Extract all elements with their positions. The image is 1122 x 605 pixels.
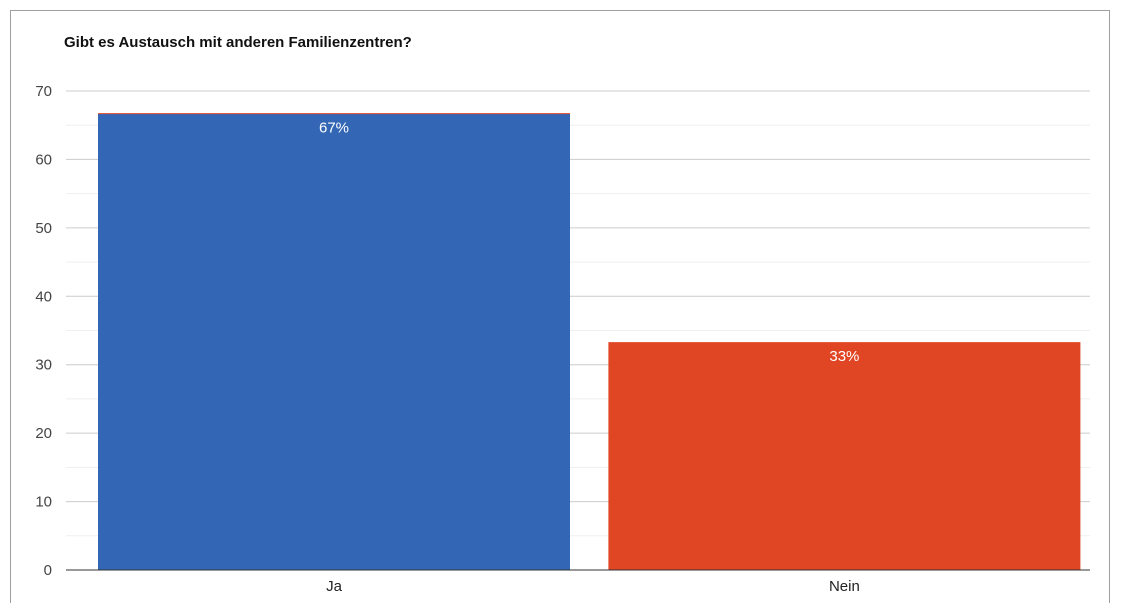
x-category-label: Ja bbox=[326, 578, 343, 595]
y-tick-label: 70 bbox=[35, 83, 52, 100]
x-axis-categories: Ja Nein bbox=[326, 578, 860, 595]
y-tick-label: 60 bbox=[35, 151, 52, 168]
y-tick-label: 10 bbox=[35, 494, 52, 511]
data-labels: 67% 33% bbox=[319, 120, 859, 366]
y-tick-label: 50 bbox=[35, 220, 52, 237]
bars bbox=[98, 113, 1081, 571]
bar-ja bbox=[98, 113, 570, 571]
y-tick-label: 20 bbox=[35, 425, 52, 442]
chart-title: Gibt es Austausch mit anderen Familienze… bbox=[64, 34, 412, 51]
y-axis-ticks: 0 10 20 30 40 50 60 70 bbox=[35, 83, 52, 579]
y-tick-label: 0 bbox=[44, 562, 52, 579]
y-tick-label: 40 bbox=[35, 288, 52, 305]
data-label-ja: 67% bbox=[319, 120, 349, 137]
x-category-label: Nein bbox=[829, 578, 860, 595]
data-label-nein: 33% bbox=[829, 348, 859, 365]
y-tick-label: 30 bbox=[35, 357, 52, 374]
bar-nein bbox=[608, 342, 1081, 570]
